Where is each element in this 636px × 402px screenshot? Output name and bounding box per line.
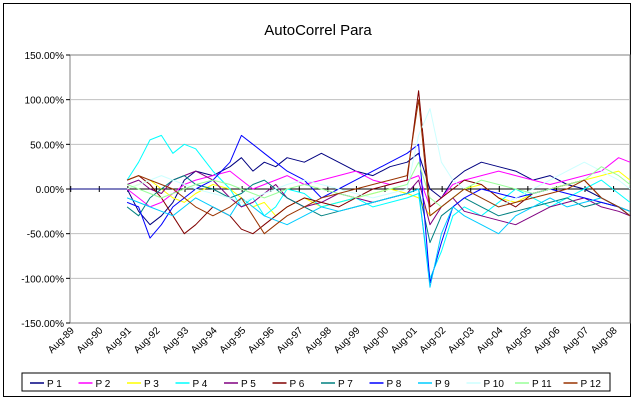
x-tick-label: Aug-04 [475, 325, 506, 356]
legend-label: P 6 [290, 379, 305, 390]
legend-label: P 4 [193, 379, 208, 390]
legend-label: P 9 [435, 379, 450, 390]
x-tick-label: Aug-92 [132, 325, 163, 356]
x-tick-label: Aug-91 [103, 325, 134, 356]
legend-items: P 1 P 2 P 3 P 4 P 5 P 6 P 7 P 8 P 9 P 10 P 11 P 12 [30, 379, 601, 390]
y-tick-label: 50.00% [30, 140, 64, 151]
series-line-p5 [126, 170, 631, 226]
x-tick-label: Aug-07 [561, 325, 592, 356]
x-tick-label: Aug-03 [446, 325, 477, 356]
x-tick-label: Aug-94 [189, 325, 220, 356]
x-tick-label: Aug-90 [75, 325, 106, 356]
legend-label: P 7 [338, 379, 353, 390]
y-axis-ticks: 150.00% 100.00% 50.00% 0.00% -50.00% -100.00%… [21, 51, 70, 330]
series-lines [70, 90, 631, 288]
x-tick-label: Aug-99 [332, 325, 363, 356]
legend-label: P 2 [96, 379, 111, 390]
y-tick-label: -100.00% [21, 274, 64, 285]
grid-lines [70, 99, 630, 279]
legend-label: P 10 [484, 379, 505, 390]
y-tick-label: 0.00% [36, 185, 64, 196]
legend-label: P 11 [532, 379, 552, 390]
legend-label: P 1 [47, 379, 62, 390]
legend-label: P 5 [241, 379, 256, 390]
y-tick-label: -50.00% [27, 230, 64, 241]
series-line-p12 [126, 99, 631, 235]
x-tick-label: Aug-93 [161, 325, 192, 356]
x-tick-label: Aug-98 [303, 325, 334, 356]
legend-label: P 8 [387, 379, 402, 390]
y-tick-label: -150.00% [21, 319, 64, 330]
x-tick-label: Aug-06 [532, 325, 563, 356]
x-tick-label: Aug-05 [503, 325, 534, 356]
x-tick-label: Aug-97 [275, 325, 306, 356]
x-tick-label: Aug-00 [361, 325, 392, 356]
x-tick-label: Aug-08 [589, 325, 620, 356]
legend [21, 372, 611, 392]
x-tick-label: Aug-02 [418, 325, 449, 356]
series-line-p11 [126, 161, 631, 208]
series-line-p9 [126, 188, 631, 288]
legend-label: P 3 [144, 379, 159, 390]
y-tick-label: 100.00% [25, 96, 65, 107]
series-line-p4 [126, 134, 631, 279]
x-tick-label: Aug-95 [218, 325, 249, 356]
y-tick-label: 150.00% [25, 51, 65, 62]
x-tick-label: Aug-01 [389, 325, 420, 356]
chart-title: AutoCorrel Para [264, 22, 372, 39]
legend-label: P 12 [581, 379, 602, 390]
x-tick-label: Aug-96 [246, 325, 277, 356]
